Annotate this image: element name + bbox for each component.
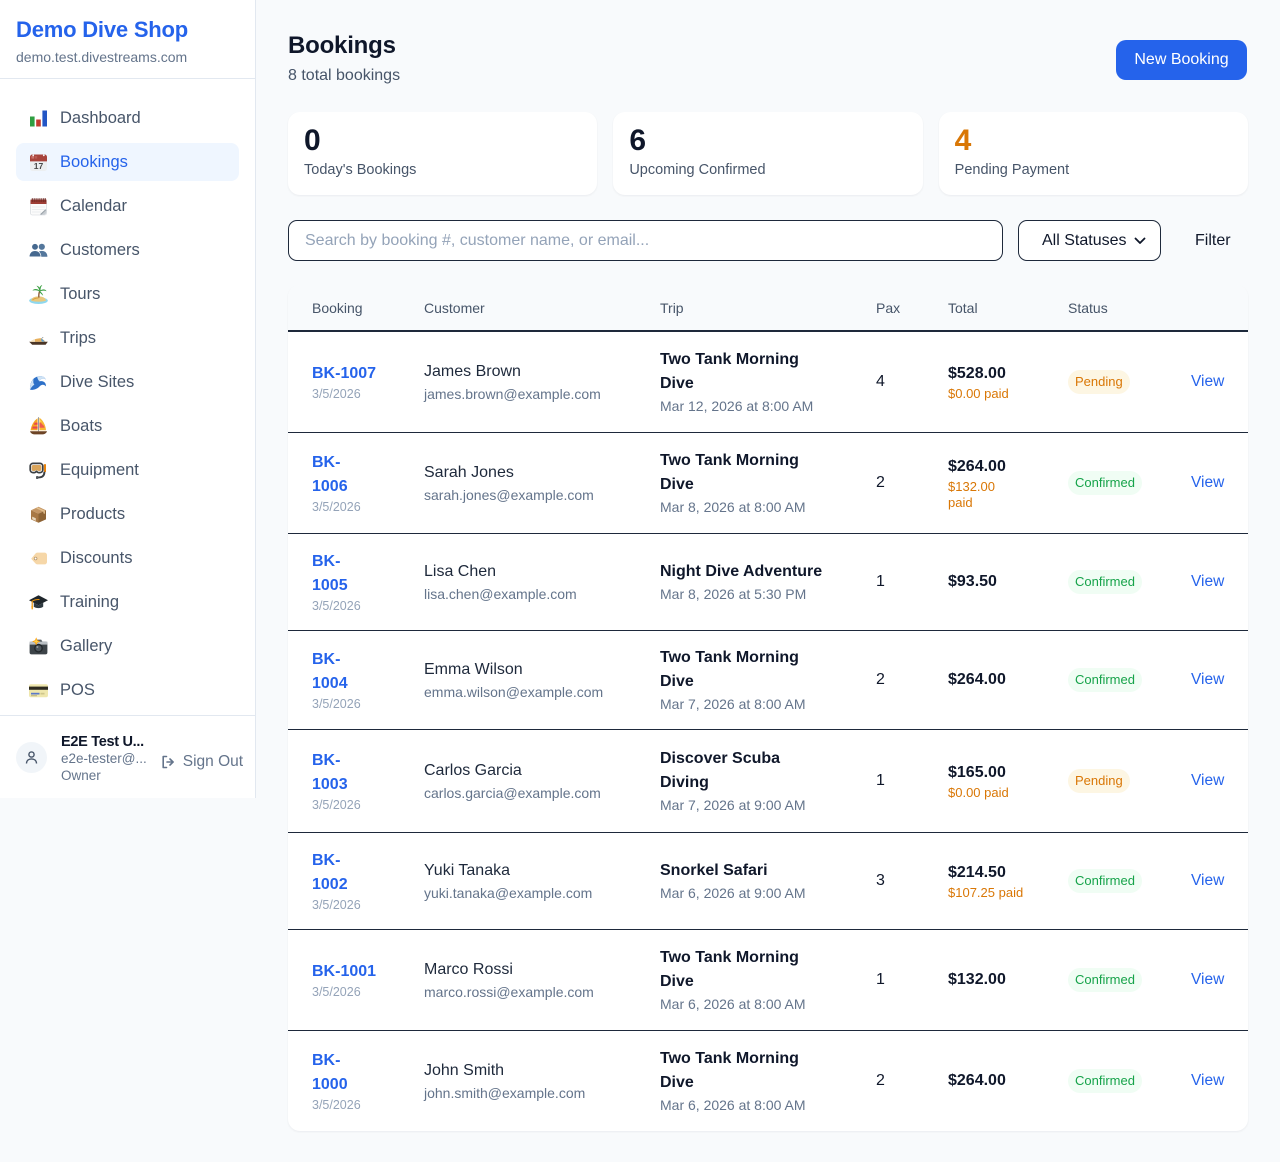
svg-text:17: 17 — [34, 161, 44, 171]
